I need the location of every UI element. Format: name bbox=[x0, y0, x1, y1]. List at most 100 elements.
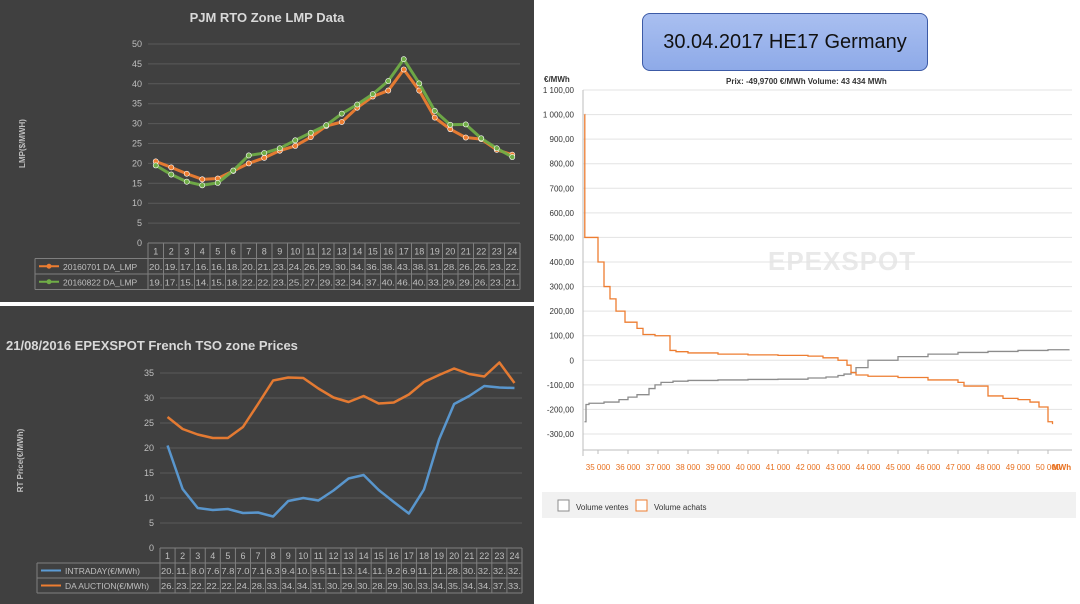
epex-french-chart: 21/08/2016 EPEXSPOT French TSO zone Pric… bbox=[6, 338, 523, 594]
table-cell: 29. bbox=[459, 278, 473, 288]
table-cell: 7.6 bbox=[206, 566, 219, 576]
table-cell: 29. bbox=[320, 278, 334, 288]
x-tick-label: 7 bbox=[256, 551, 261, 561]
table-cell: 40. bbox=[382, 278, 396, 288]
legend-key-marker bbox=[46, 279, 52, 285]
table-cell: 24. bbox=[236, 581, 249, 591]
table-cell: 28. bbox=[372, 581, 385, 591]
x-tick-label: 43 000 bbox=[826, 463, 851, 472]
epex-french-chart-panel: 21/08/2016 EPEXSPOT French TSO zone Pric… bbox=[0, 306, 534, 604]
table-cell: 29. bbox=[320, 262, 334, 272]
table-cell: 27. bbox=[304, 278, 318, 288]
x-tick-label: 11 bbox=[314, 551, 323, 561]
data-point bbox=[292, 142, 299, 149]
table-cell: 36. bbox=[366, 262, 380, 272]
data-point bbox=[168, 164, 175, 171]
data-point bbox=[183, 178, 190, 185]
table-cell: 34. bbox=[478, 581, 491, 591]
germany-supply-demand-chart: €/MWh Prix: -49,9700 €/MWh Volume: 43 434… bbox=[542, 75, 1076, 518]
data-point bbox=[431, 114, 438, 121]
chart-title: 21/08/2016 EPEXSPOT French TSO zone Pric… bbox=[6, 338, 298, 353]
x-tick-label: 38 000 bbox=[676, 463, 701, 472]
table-cell: 15. bbox=[180, 278, 194, 288]
x-tick-label: 1 bbox=[153, 247, 158, 257]
germany-header-box: 30.04.2017 HE17 Germany bbox=[642, 13, 928, 71]
data-point bbox=[431, 107, 438, 114]
table-cell: 38. bbox=[382, 262, 396, 272]
x-tick-label: 10 bbox=[298, 551, 308, 561]
table-cell: 32. bbox=[478, 566, 491, 576]
table-cell: 33. bbox=[267, 581, 280, 591]
data-point bbox=[199, 176, 206, 183]
table-cell: 38. bbox=[413, 262, 427, 272]
table-cell: 11. bbox=[372, 566, 385, 576]
y-tick-label: 20 bbox=[132, 158, 142, 168]
x-tick-label: 37 000 bbox=[646, 463, 671, 472]
series-line-2 bbox=[154, 57, 513, 187]
data-point bbox=[307, 129, 314, 136]
x-tick-label: 14 bbox=[359, 551, 369, 561]
series-line-2 bbox=[166, 361, 516, 440]
data-point bbox=[261, 154, 268, 161]
data-point bbox=[400, 56, 407, 63]
germany-curve-panel: 30.04.2017 HE17 Germany €/MWh Prix: -49,9… bbox=[536, 0, 1080, 604]
x-tick-label: 5 bbox=[225, 551, 230, 561]
data-point bbox=[245, 152, 252, 159]
table-cell: 21. bbox=[506, 278, 520, 288]
x-tick-label: 45 000 bbox=[886, 463, 911, 472]
data-point bbox=[385, 78, 392, 84]
y-tick-label: 1 100,00 bbox=[543, 86, 575, 95]
x-tick-label: 2 bbox=[169, 247, 174, 257]
y-tick-label: 30 bbox=[144, 393, 154, 403]
buy-volume-curve bbox=[584, 113, 1054, 425]
y-tick-label: 35 bbox=[132, 99, 142, 109]
x-tick-label: 9 bbox=[277, 247, 282, 257]
table-cell: 34. bbox=[463, 581, 476, 591]
table-cell: 24. bbox=[289, 262, 303, 272]
y-tick-label: -100,00 bbox=[547, 381, 575, 390]
table-cell: 25. bbox=[289, 278, 303, 288]
chart-title: PJM RTO Zone LMP Data bbox=[190, 10, 346, 25]
table-cell: 34. bbox=[351, 262, 365, 272]
x-tick-label: 7 bbox=[246, 247, 251, 257]
table-cell: 18. bbox=[227, 278, 241, 288]
x-tick-label: 22 bbox=[476, 247, 486, 257]
table-cell: 23. bbox=[490, 278, 504, 288]
table-cell: 8.0 bbox=[191, 566, 204, 576]
table-cell: 17. bbox=[180, 262, 194, 272]
x-tick-label: 12 bbox=[328, 551, 338, 561]
y-tick-label: 5 bbox=[137, 218, 142, 228]
data-point bbox=[199, 182, 206, 189]
epexspot-watermark: EPEXSPOT bbox=[768, 246, 916, 276]
table-cell: 31. bbox=[312, 581, 325, 591]
table-cell: 26. bbox=[304, 262, 318, 272]
data-point bbox=[323, 122, 330, 129]
x-tick-label: 14 bbox=[352, 247, 362, 257]
table-cell: 43. bbox=[397, 262, 411, 272]
table-cell: 33. bbox=[428, 278, 442, 288]
x-tick-label: 4 bbox=[210, 551, 215, 561]
table-cell: 15. bbox=[211, 278, 225, 288]
legend-label: 20160822 DA_LMP bbox=[63, 278, 138, 288]
data-point bbox=[245, 160, 252, 167]
table-cell: 30. bbox=[335, 262, 349, 272]
sell-volume-curve bbox=[584, 349, 1070, 423]
data-point bbox=[447, 121, 454, 128]
table-cell: 20. bbox=[242, 262, 256, 272]
x-tick-label: 20 bbox=[445, 247, 455, 257]
x-tick-label: 24 bbox=[509, 551, 519, 561]
data-point bbox=[292, 137, 299, 144]
y-tick-label: 10 bbox=[132, 198, 142, 208]
table-cell: 37. bbox=[366, 278, 380, 288]
x-tick-label: 17 bbox=[404, 551, 414, 561]
data-point bbox=[168, 171, 175, 178]
data-point bbox=[478, 135, 485, 142]
table-cell: 6.3 bbox=[267, 566, 280, 576]
y-tick-label: 30 bbox=[132, 119, 142, 129]
y-axis-label: RT Price(€/MWh) bbox=[16, 428, 25, 492]
legend-key bbox=[557, 499, 570, 512]
x-tick-label: 46 000 bbox=[916, 463, 941, 472]
series-line-1 bbox=[166, 384, 515, 518]
table-cell: 35. bbox=[448, 581, 461, 591]
table-cell: 22. bbox=[242, 278, 256, 288]
